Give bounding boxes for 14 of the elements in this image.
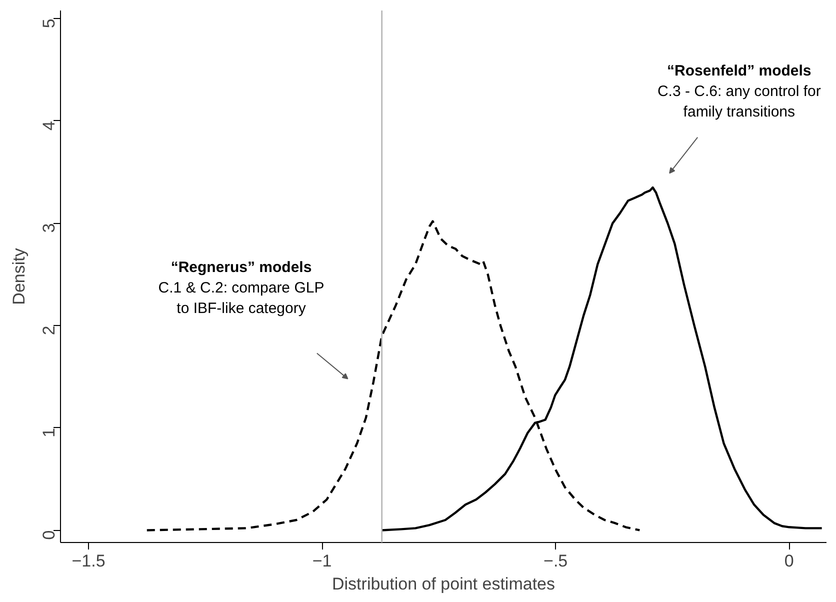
y-axis-title: Density — [10, 248, 28, 305]
x-axis-title: Distribution of point estimates — [332, 574, 556, 594]
y-tick-label: 2 — [40, 326, 58, 336]
annotation: “Regnerus” models C.1 & C.2: compare GLP to IBF-like category — [158, 259, 324, 318]
annotation: “Rosenfeld” models C.3 - C.6: any control for family transitions — [657, 62, 821, 121]
y-tick-label: 1 — [40, 428, 58, 438]
y-tick-label: 4 — [40, 120, 58, 130]
y-tick-label: 5 — [40, 18, 58, 28]
x-tick-label: 0 — [784, 552, 794, 570]
x-tick-label: −1 — [312, 552, 332, 570]
y-tick-label: 3 — [40, 223, 58, 233]
x-tick-label: −1.5 — [72, 552, 106, 570]
x-tick-label: −.5 — [544, 552, 568, 570]
y-tick-label: 0 — [40, 530, 58, 540]
